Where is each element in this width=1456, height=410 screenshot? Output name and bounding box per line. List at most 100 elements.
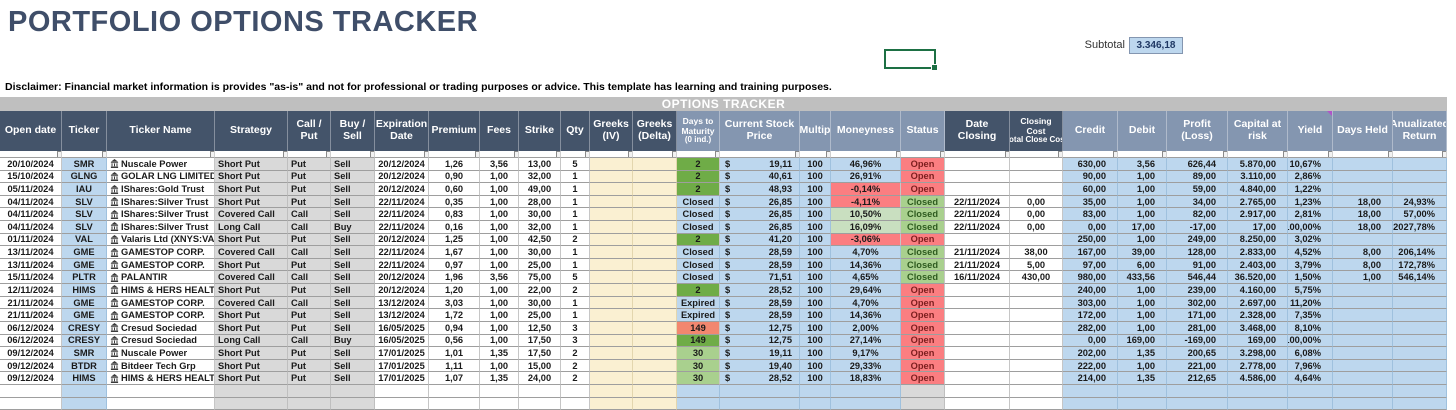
cell-tic[interactable]: SLV xyxy=(62,208,107,222)
cell-dh[interactable] xyxy=(1333,233,1393,247)
cell-credit[interactable]: 240,00 xyxy=(1063,284,1118,297)
cell-dtm[interactable]: 2 xyxy=(677,284,720,297)
cell-strike[interactable]: 25,00 xyxy=(519,309,561,322)
cell-pl[interactable]: 249,00 xyxy=(1167,233,1228,247)
cell-tic[interactable]: GME xyxy=(62,258,107,272)
filter-button[interactable] xyxy=(57,151,61,157)
cell-dtm[interactable]: Expired xyxy=(677,296,720,310)
cell-delta[interactable] xyxy=(633,258,677,272)
cell-debit[interactable]: 6,00 xyxy=(1118,258,1167,272)
cell-dh[interactable]: 18,00 xyxy=(1333,195,1393,209)
cell-yield[interactable]: 1,23% xyxy=(1288,195,1333,209)
cell-tic[interactable]: PLTR xyxy=(62,271,107,285)
cell-dclose[interactable]: 22/11/2024 xyxy=(945,208,1010,222)
cell-ccost[interactable] xyxy=(1010,347,1063,360)
cell-debit[interactable]: 1,00 xyxy=(1118,208,1167,222)
filter-button[interactable] xyxy=(556,151,560,157)
cell-dtm[interactable]: 30 xyxy=(677,359,720,373)
filter-button[interactable] xyxy=(424,151,428,157)
cell-mult[interactable]: 100 xyxy=(800,246,831,259)
cell-yield[interactable]: 8,10% xyxy=(1288,321,1333,335)
cell-dh[interactable]: 8,00 xyxy=(1333,246,1393,259)
cell-price[interactable]: $28,52 xyxy=(720,372,800,385)
cell-cap[interactable]: 4.160,00 xyxy=(1228,284,1288,297)
cell-fees[interactable]: 1,00 xyxy=(480,359,519,373)
cell-strike[interactable]: 12,50 xyxy=(519,321,561,335)
empty-cell-ccost[interactable] xyxy=(1010,397,1063,410)
cell-dtm[interactable]: Closed xyxy=(677,258,720,272)
column-header-cap[interactable]: Capital at risk xyxy=(1228,111,1288,151)
cell-iv[interactable] xyxy=(590,372,633,385)
cell-status[interactable]: Open xyxy=(901,296,945,310)
cell-ar[interactable] xyxy=(1393,359,1447,373)
cell-exp[interactable]: 22/11/2024 xyxy=(375,221,429,234)
empty-cell-delta[interactable] xyxy=(633,397,677,410)
cell-iv[interactable] xyxy=(590,309,633,322)
cell-ar[interactable] xyxy=(1393,284,1447,297)
cell-cap[interactable]: 2.403,00 xyxy=(1228,258,1288,272)
cell-ar[interactable] xyxy=(1393,309,1447,322)
cell-ccost[interactable] xyxy=(1010,321,1063,335)
cell-iv[interactable] xyxy=(590,158,633,171)
cell-pl[interactable]: 34,00 xyxy=(1167,195,1228,209)
cell-credit[interactable]: 630,00 xyxy=(1063,158,1118,171)
cell-dtm[interactable]: 149 xyxy=(677,334,720,348)
cell-strat[interactable]: Covered Call xyxy=(215,296,288,310)
cell-iv[interactable] xyxy=(590,296,633,310)
cell-name[interactable]: GAMESTOP CORP. xyxy=(107,258,215,272)
cell-delta[interactable] xyxy=(633,334,677,348)
cell-ar[interactable] xyxy=(1393,334,1447,348)
cell-credit[interactable]: 0,00 xyxy=(1063,334,1118,348)
cell-tic[interactable]: IAU xyxy=(62,183,107,196)
cell-bs[interactable]: Buy xyxy=(331,334,375,348)
cell-exp[interactable]: 20/12/2024 xyxy=(375,170,429,184)
cell-pl[interactable]: 59,00 xyxy=(1167,183,1228,196)
empty-cell-cp[interactable] xyxy=(288,397,331,410)
cell-bs[interactable]: Sell xyxy=(331,321,375,335)
cell-yield[interactable]: -100,00% xyxy=(1288,334,1333,348)
cell-cap[interactable]: 3.468,00 xyxy=(1228,321,1288,335)
empty-cell-ar[interactable] xyxy=(1393,397,1447,410)
cell-yield[interactable]: 4,64% xyxy=(1288,372,1333,385)
cell-cp[interactable]: Call xyxy=(288,221,331,234)
filter-button[interactable] xyxy=(628,151,632,157)
column-header-fees[interactable]: Fees xyxy=(480,111,519,151)
cell-exp[interactable]: 17/01/2025 xyxy=(375,359,429,373)
cell-exp[interactable]: 17/01/2025 xyxy=(375,347,429,360)
empty-cell-credit[interactable] xyxy=(1063,397,1118,410)
cell-strat[interactable]: Covered Call xyxy=(215,246,288,259)
empty-cell-delta[interactable] xyxy=(633,384,677,398)
column-header-mult[interactable]: Multip xyxy=(800,111,831,151)
cell-credit[interactable]: 303,00 xyxy=(1063,296,1118,310)
cell-price[interactable]: $26,85 xyxy=(720,208,800,222)
cell-status[interactable]: Open xyxy=(901,170,945,184)
cell-mult[interactable]: 100 xyxy=(800,258,831,272)
cell-qty[interactable]: 5 xyxy=(561,158,590,171)
cell-delta[interactable] xyxy=(633,284,677,297)
cell-name[interactable]: Nuscale Power xyxy=(107,347,215,360)
cell-strike[interactable]: 32,00 xyxy=(519,221,561,234)
cell-cp[interactable]: Put xyxy=(288,321,331,335)
cell-yield[interactable]: 11,20% xyxy=(1288,296,1333,310)
empty-cell-name[interactable] xyxy=(107,384,215,398)
cell-cp[interactable]: Put xyxy=(288,195,331,209)
cell-ccost[interactable] xyxy=(1010,233,1063,247)
cell-dh[interactable] xyxy=(1333,183,1393,196)
cell-yield[interactable]: -100,00% xyxy=(1288,221,1333,234)
cell-delta[interactable] xyxy=(633,271,677,285)
cell-bs[interactable]: Sell xyxy=(331,284,375,297)
empty-cell-strat[interactable] xyxy=(215,397,288,410)
column-header-dtm[interactable]: Days to Maturity (0 ind.) xyxy=(677,111,720,151)
cell-money[interactable]: -4,11% xyxy=(831,195,901,209)
empty-cell-money[interactable] xyxy=(831,397,901,410)
cell-cap[interactable]: 36.520,00 xyxy=(1228,271,1288,285)
column-header-qty[interactable]: Qty xyxy=(561,111,590,151)
cell-money[interactable]: 27,14% xyxy=(831,334,901,348)
cell-delta[interactable] xyxy=(633,195,677,209)
cell-pl[interactable]: 546,44 xyxy=(1167,271,1228,285)
selected-cell[interactable] xyxy=(884,49,938,71)
cell-credit[interactable]: 35,00 xyxy=(1063,195,1118,209)
cell-fees[interactable]: 1,00 xyxy=(480,208,519,222)
cell-strat[interactable]: Short Put xyxy=(215,359,288,373)
cell-debit[interactable]: 1,35 xyxy=(1118,347,1167,360)
